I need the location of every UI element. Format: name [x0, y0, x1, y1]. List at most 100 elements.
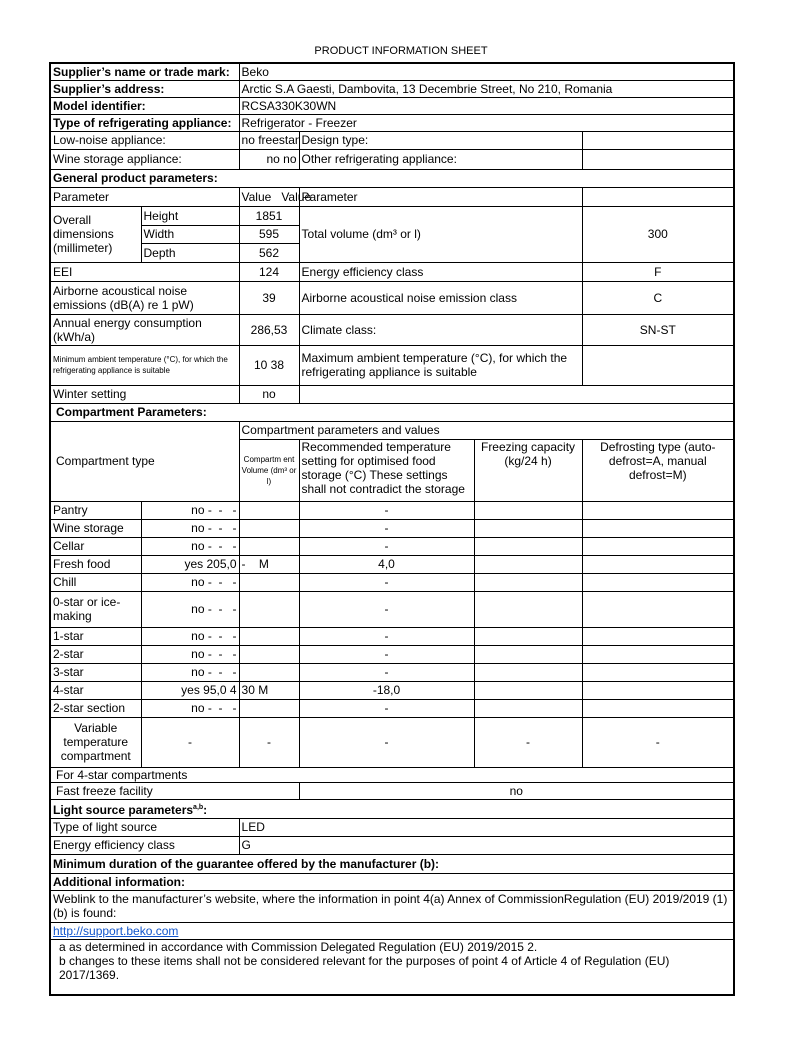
compartment-defrost	[581, 500, 735, 520]
eei-value: 124	[238, 261, 300, 282]
weblink-text: Weblink to the manufacturer’s website, w…	[49, 889, 735, 923]
compartment-defrost	[581, 698, 735, 718]
compartment-volume	[238, 590, 300, 628]
compartment-freezing	[473, 644, 583, 664]
dimensions-label: Overall dimensions (millimeter)	[49, 205, 142, 263]
climate-label: Climate class:	[298, 313, 583, 346]
compartment-volume	[238, 500, 300, 520]
footnote-b: b changes to these items shall not be co…	[59, 953, 670, 982]
compartment-freezing	[473, 554, 583, 574]
variable-c4: -	[298, 716, 475, 768]
freezing-header: Freezing capacity (kg/24 h)	[473, 438, 583, 502]
appliance-type-label: Type of refrigerating appliance:	[49, 113, 240, 132]
variable-c2: -	[140, 716, 240, 768]
volume-label: Total volume (dm³ or l)	[298, 205, 583, 263]
noise-class-value: C	[581, 280, 735, 315]
compartment-name: 0-star or ice-making	[49, 590, 142, 628]
light-eec-label: Energy efficiency class	[49, 835, 240, 855]
compartment-present: no - - -	[140, 626, 240, 646]
compartment-volume	[238, 662, 300, 682]
compartment-present: no - - -	[140, 662, 240, 682]
appliance-type: Refrigerator - Freezer	[238, 113, 735, 132]
fast-freeze-value: no	[298, 781, 735, 800]
compartment-name: 2-star	[49, 644, 142, 664]
compartment-row: Cellar no - - - -	[49, 536, 735, 556]
compartment-temp: 4,0	[298, 554, 475, 574]
light-heading-colon: :	[203, 802, 208, 817]
winter-label: Winter setting	[49, 384, 240, 404]
compartment-volume: 30 M	[238, 680, 300, 700]
compartment-volume	[238, 518, 300, 538]
energy-value: 286,53	[238, 313, 300, 346]
low-noise-label: Low-noise appliance:	[49, 130, 240, 150]
compartment-row: 1-star no - - - -	[49, 626, 735, 646]
eec-value: F	[581, 261, 735, 282]
compartment-freezing	[473, 536, 583, 556]
max-temp-label: Maximum ambient temperature (°C), for wh…	[298, 344, 583, 386]
footnote-a: a as determined in accordance with Commi…	[59, 939, 538, 954]
four-star-label: For 4-star compartments	[49, 766, 735, 783]
compartment-row: 3-star no - - - -	[49, 662, 735, 682]
min-temp-value: 10 38	[238, 344, 300, 386]
compartment-row: 2-star section no - - - -	[49, 698, 735, 718]
footnotes: a as determined in accordance with Commi…	[49, 938, 735, 996]
general-params-heading: General product parameters:	[49, 168, 735, 188]
compartment-volume: - M	[238, 554, 300, 574]
height-label: Height	[140, 205, 240, 226]
compartment-name: Wine storage	[49, 518, 142, 538]
compartment-row: Wine storage no - - - -	[49, 518, 735, 538]
compartment-name: 2-star section	[49, 698, 142, 718]
wine-storage-value: no no	[238, 148, 300, 170]
param-header-2: Parameter	[298, 186, 583, 207]
compartment-values-header: Compartment parameters and values	[238, 420, 735, 440]
compartment-name: 4-star	[49, 680, 142, 700]
compartment-name: Cellar	[49, 536, 142, 556]
compartment-row: Pantry no - - - -	[49, 500, 735, 520]
compartment-volume	[238, 698, 300, 718]
supplier-address-label: Supplier’s address:	[49, 79, 240, 98]
model-label: Model identifier:	[49, 96, 240, 115]
compartment-temp: -	[298, 662, 475, 682]
compartment-temp: -	[298, 518, 475, 538]
compartment-volume	[238, 644, 300, 664]
compartment-present: no - - -	[140, 572, 240, 592]
light-heading: Light source parametersa,b:	[49, 798, 735, 819]
winter-value: no	[238, 384, 300, 404]
compartment-defrost	[581, 680, 735, 700]
variable-c6: -	[581, 716, 735, 768]
light-eec-value: G	[238, 835, 735, 855]
light-heading-sup: a,b	[193, 803, 204, 811]
value-header: Value Value	[238, 186, 311, 207]
height-value: 1851	[238, 205, 300, 226]
compartment-temp: -	[298, 626, 475, 646]
energy-label: Annual energy consumption (kWh/a)	[49, 313, 240, 346]
compartment-present: no - - -	[140, 590, 240, 628]
compartment-heading: Compartment Parameters:	[49, 402, 735, 422]
compartment-freezing	[473, 518, 583, 538]
compartment-defrost	[581, 554, 735, 574]
compartment-present: no - - -	[140, 518, 240, 538]
compartment-freezing	[473, 572, 583, 592]
min-temp-label: Minimum ambient temperature (°C), for wh…	[49, 344, 240, 386]
compartment-name: 1-star	[49, 626, 142, 646]
additional-heading: Additional information:	[49, 872, 735, 891]
defrost-header: Defrosting type (auto-defrost=A, manual …	[581, 438, 735, 502]
compartment-freezing	[473, 680, 583, 700]
supplier-address: Arctic S.A Gaesti, Dambovita, 13 Decembr…	[238, 79, 735, 98]
compartment-type-header: Compartment type	[49, 420, 240, 502]
compartment-present: no - - -	[140, 644, 240, 664]
compartment-freezing	[473, 500, 583, 520]
product-info-table: Supplier’s name or trade mark: Beko Suppl…	[49, 62, 736, 996]
compartment-name: Fresh food	[49, 554, 142, 574]
compartment-temp: -18,0	[298, 680, 475, 700]
compartment-row: Chill no - - - -	[49, 572, 735, 592]
eec-label: Energy efficiency class	[298, 261, 583, 282]
compartment-temp: -	[298, 698, 475, 718]
compartment-defrost	[581, 644, 735, 664]
support-link[interactable]: http://support.beko.com	[53, 923, 179, 938]
compartment-temp: -	[298, 572, 475, 592]
depth-value: 562	[238, 242, 300, 263]
low-noise-value: no freestanding	[238, 130, 300, 150]
compartment-present: no - - -	[140, 698, 240, 718]
model-identifier: RCSA330K30WN	[238, 96, 735, 115]
